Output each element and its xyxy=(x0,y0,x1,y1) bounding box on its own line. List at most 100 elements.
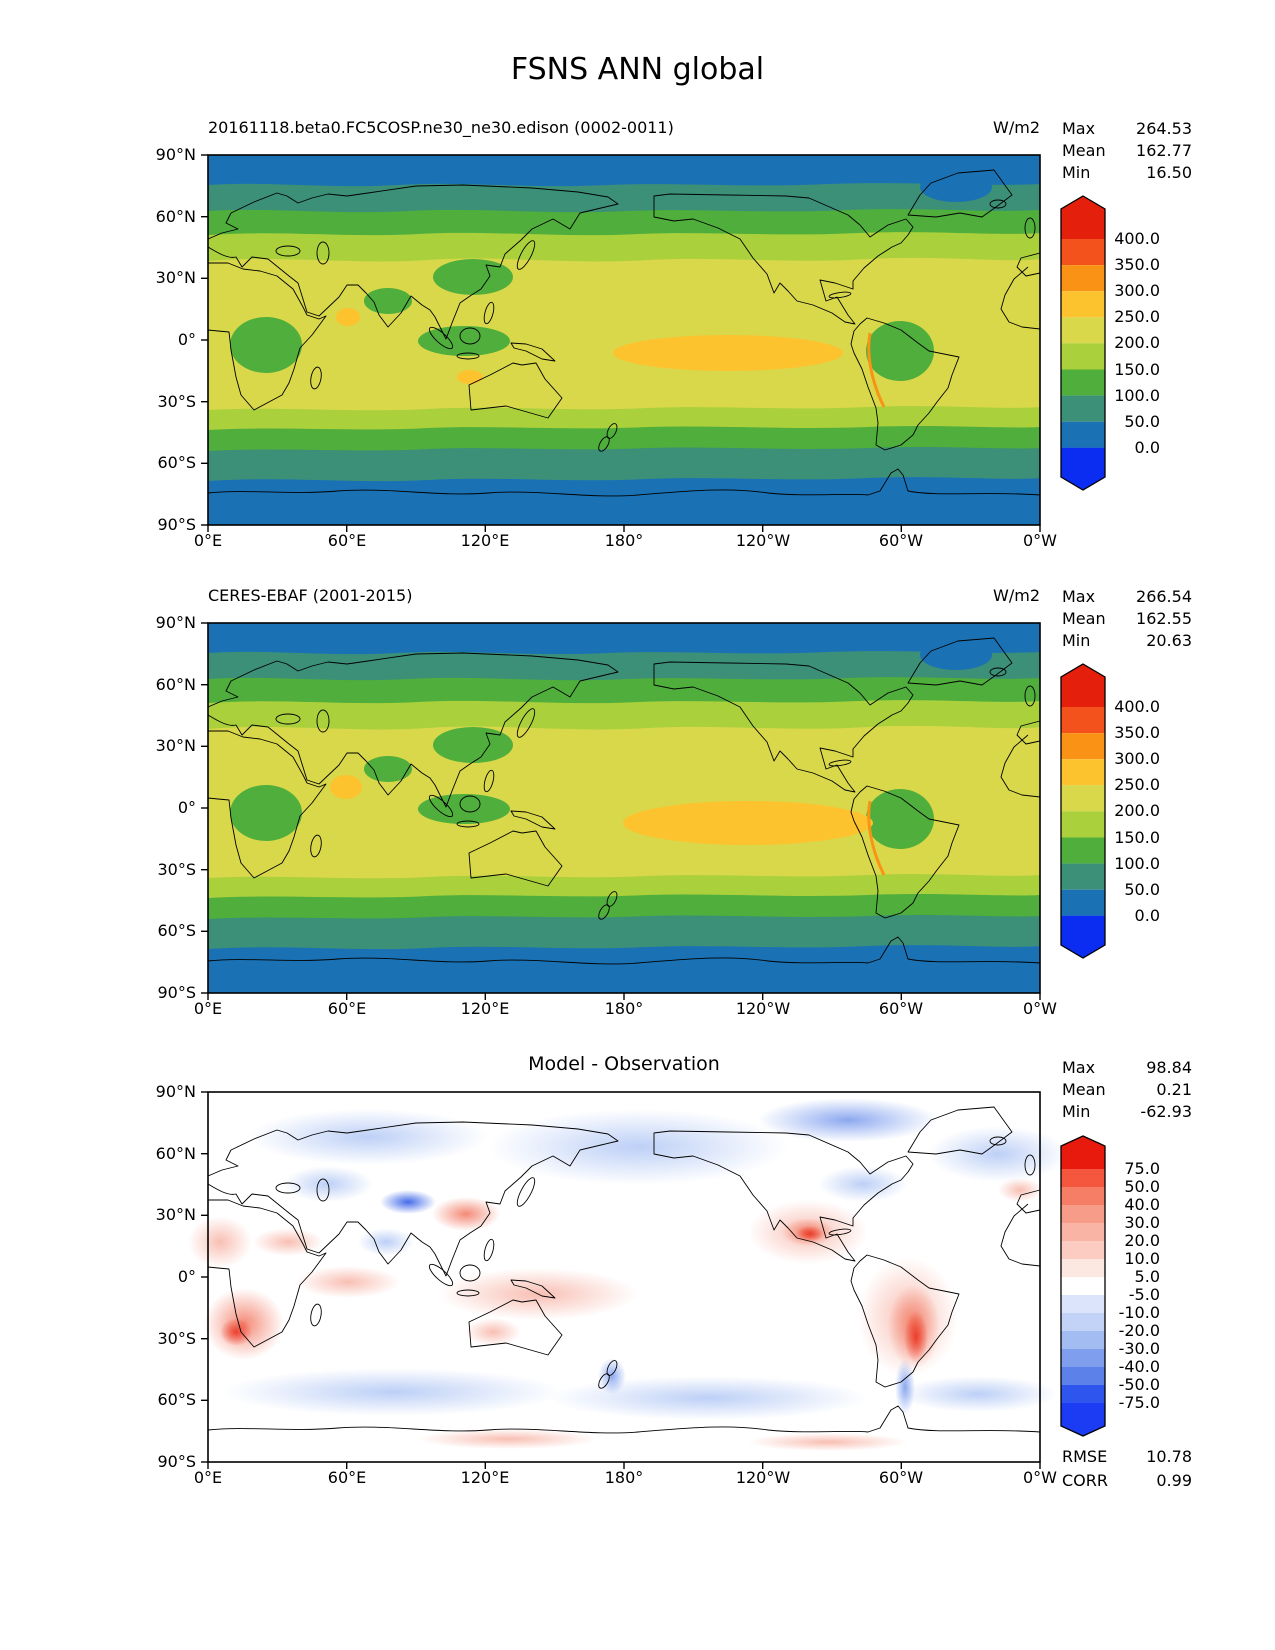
panel3-rmse: RMSE 10.78 xyxy=(1062,1446,1192,1467)
stat-label: Max xyxy=(1062,1058,1096,1077)
lat-tick: 30°S xyxy=(157,392,196,411)
lon-tick: 120°E xyxy=(460,999,510,1018)
diff-map xyxy=(188,1091,1068,1469)
panel1-stat-mean: Mean 162.77 xyxy=(1062,140,1192,161)
lon-tick: 60°W xyxy=(878,999,924,1018)
colorbar-label: -5.0 xyxy=(1128,1285,1160,1304)
panel2-units: W/m2 xyxy=(993,586,1040,605)
colorbar-label: 400.0 xyxy=(1114,697,1160,716)
panel3-stat-min: Min -62.93 xyxy=(1062,1101,1192,1122)
colorbar-label: 40.0 xyxy=(1124,1195,1160,1214)
lon-tick: 0°W xyxy=(1023,531,1057,550)
lon-tick: 60°W xyxy=(878,1468,924,1487)
stat-label: Min xyxy=(1062,631,1091,650)
lon-tick: 120°E xyxy=(460,531,510,550)
lon-tick: 0°W xyxy=(1023,999,1057,1018)
lon-tick: 180° xyxy=(604,999,644,1018)
colorbar-label: 5.0 xyxy=(1134,1267,1160,1286)
diff-colorbar xyxy=(1060,1135,1106,1441)
colorbar-label: 250.0 xyxy=(1114,775,1160,794)
lat-tick: 30°S xyxy=(157,860,196,879)
stat-value: 264.53 xyxy=(1136,119,1192,138)
lat-tick: 60°S xyxy=(157,1390,196,1409)
lat-tick: 60°N xyxy=(155,1144,196,1163)
colorbar-label: 30.0 xyxy=(1124,1213,1160,1232)
lat-tick: 30°N xyxy=(155,268,196,287)
colorbar-label: 200.0 xyxy=(1114,333,1160,352)
lon-tick: 120°W xyxy=(735,999,791,1018)
stat-label: Max xyxy=(1062,119,1096,138)
colorbar-label: 100.0 xyxy=(1114,386,1160,405)
lat-tick: 60°N xyxy=(155,675,196,694)
panel3-stat-mean: Mean 0.21 xyxy=(1062,1079,1192,1100)
lon-tick: 60°W xyxy=(878,531,924,550)
lon-tick: 0°E xyxy=(193,1468,223,1487)
lon-tick: 120°W xyxy=(735,1468,791,1487)
colorbar-label: 300.0 xyxy=(1114,281,1160,300)
lat-tick: 90°N xyxy=(155,613,196,632)
lon-tick: 180° xyxy=(604,1468,644,1487)
stat-value: 162.55 xyxy=(1136,609,1192,628)
colorbar-label: 350.0 xyxy=(1114,723,1160,742)
colorbar-label: 50.0 xyxy=(1124,880,1160,899)
axis-ticks xyxy=(201,154,1041,532)
colorbar-label: 150.0 xyxy=(1114,360,1160,379)
stat-label: Min xyxy=(1062,163,1091,182)
panel1-stat-min: Min 16.50 xyxy=(1062,162,1192,183)
lat-tick: 90°S xyxy=(157,1452,196,1471)
colorbar-label: -30.0 xyxy=(1118,1339,1160,1358)
obs-map xyxy=(201,622,1041,1000)
colorbar-label: 300.0 xyxy=(1114,749,1160,768)
colorbar-label: -40.0 xyxy=(1118,1357,1160,1376)
lat-tick: 30°N xyxy=(155,736,196,755)
lon-tick: 60°E xyxy=(327,1468,367,1487)
colorbar-label: 50.0 xyxy=(1124,1177,1160,1196)
lat-tick: 30°N xyxy=(155,1205,196,1224)
lon-tick: 120°E xyxy=(460,1468,510,1487)
colorbar-label: 200.0 xyxy=(1114,801,1160,820)
lat-tick: 90°N xyxy=(155,1082,196,1101)
stat-value: 20.63 xyxy=(1146,631,1192,650)
panel2-stat-max: Max 266.54 xyxy=(1062,586,1192,607)
colorbar-label: 0.0 xyxy=(1134,906,1160,925)
colorbar-label: 250.0 xyxy=(1114,307,1160,326)
lon-tick: 0°W xyxy=(1023,1468,1057,1487)
metric-label: CORR xyxy=(1062,1471,1108,1490)
stat-value: 162.77 xyxy=(1136,141,1192,160)
colorbar-label: 0.0 xyxy=(1134,438,1160,457)
lat-tick: 0° xyxy=(177,330,196,349)
colorbar-label: 400.0 xyxy=(1114,229,1160,248)
panel3-stat-max: Max 98.84 xyxy=(1062,1057,1192,1078)
stat-label: Max xyxy=(1062,587,1096,606)
colorbar-label: 20.0 xyxy=(1124,1231,1160,1250)
panel1-units: W/m2 xyxy=(993,118,1040,137)
colorbar-label: 10.0 xyxy=(1124,1249,1160,1268)
stat-value: 266.54 xyxy=(1136,587,1192,606)
stat-label: Min xyxy=(1062,1102,1091,1121)
stat-value: -62.93 xyxy=(1140,1102,1192,1121)
lon-tick: 60°E xyxy=(327,999,367,1018)
lat-tick: 90°S xyxy=(157,983,196,1002)
stat-value: 16.50 xyxy=(1146,163,1192,182)
colorbar-label: 350.0 xyxy=(1114,255,1160,274)
stat-label: Mean xyxy=(1062,141,1106,160)
lat-tick: 30°S xyxy=(157,1329,196,1348)
lat-tick: 60°N xyxy=(155,207,196,226)
lon-tick: 0°E xyxy=(193,999,223,1018)
lat-tick: 90°S xyxy=(157,515,196,534)
metric-label: RMSE xyxy=(1062,1447,1108,1466)
lat-tick: 90°N xyxy=(155,145,196,164)
colorbar-label: -10.0 xyxy=(1118,1303,1160,1322)
stat-label: Mean xyxy=(1062,609,1106,628)
colorbar-label: 100.0 xyxy=(1114,854,1160,873)
colorbar-label: 75.0 xyxy=(1124,1159,1160,1178)
stat-value: 0.21 xyxy=(1156,1080,1192,1099)
lat-tick: 0° xyxy=(177,798,196,817)
axis-ticks xyxy=(201,622,1041,1000)
lon-tick: 60°E xyxy=(327,531,367,550)
colorbar-label: 50.0 xyxy=(1124,412,1160,431)
colorbar-label: 150.0 xyxy=(1114,828,1160,847)
colorbar-label: -20.0 xyxy=(1118,1321,1160,1340)
axis-ticks xyxy=(201,1091,1041,1469)
model-colorbar xyxy=(1060,195,1106,495)
